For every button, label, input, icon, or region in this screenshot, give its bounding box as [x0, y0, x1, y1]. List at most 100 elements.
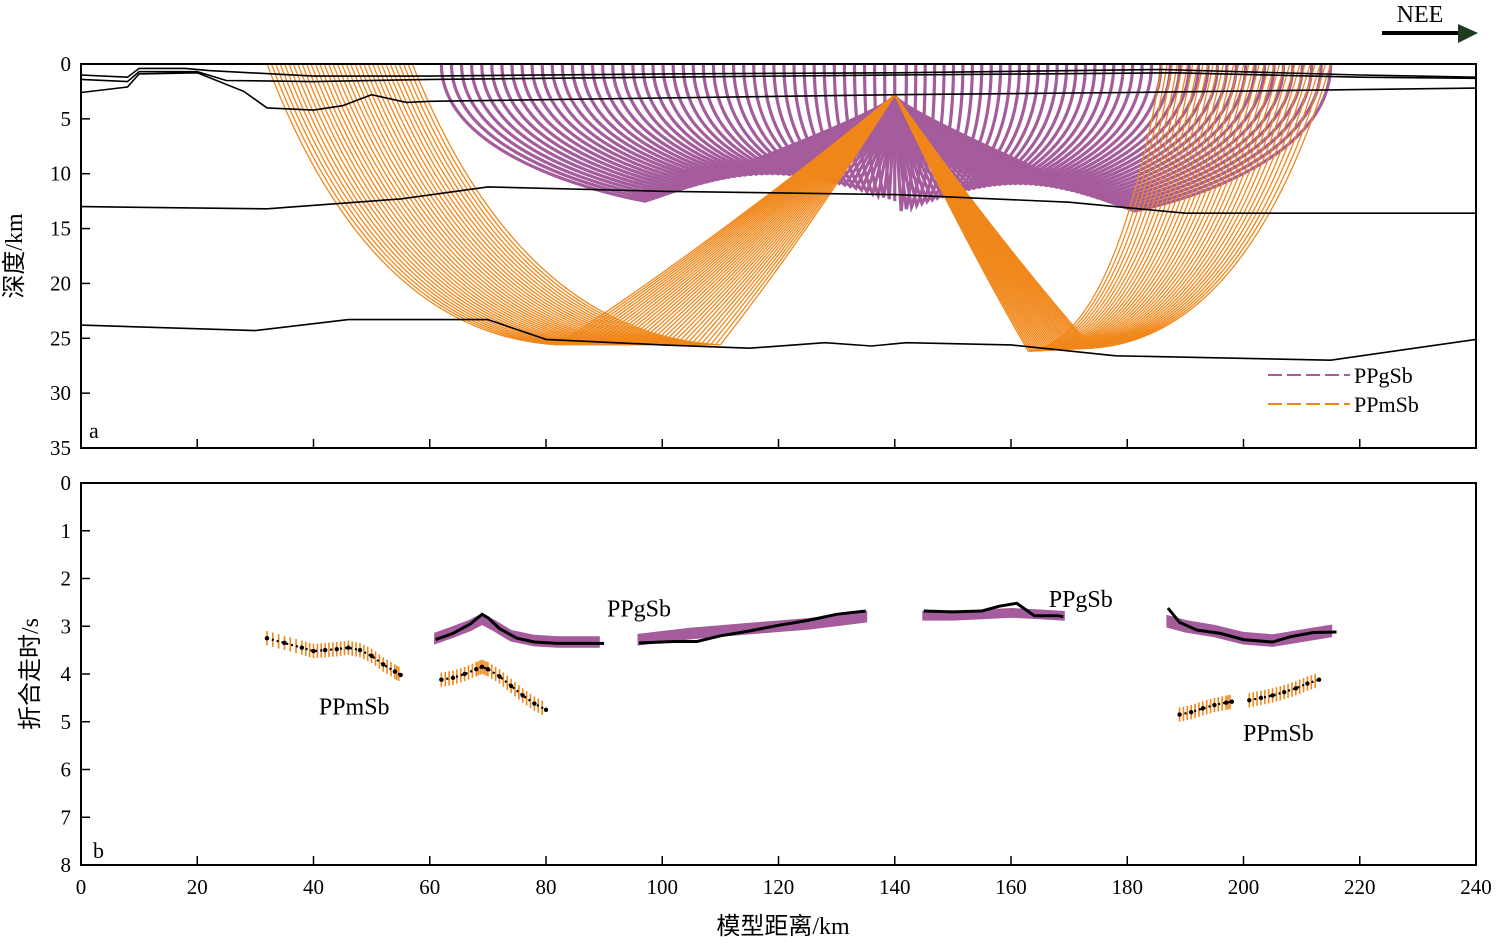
- y-tick-label: 8: [61, 853, 72, 877]
- calculated-point: [392, 669, 398, 674]
- y-tick-label: 4: [61, 662, 72, 686]
- y-tick-label: 35: [50, 436, 71, 460]
- ppmsb-ray-up: [1034, 64, 1179, 352]
- legend: PPgSb PPmSb: [1268, 363, 1419, 417]
- calculated-travel-time-dotted: [1179, 700, 1233, 716]
- ppmsb-ray-up: [1090, 64, 1327, 349]
- calculated-point: [334, 646, 339, 652]
- ppmsb-ray-up: [341, 64, 642, 346]
- ppmsb-ray-up: [1069, 64, 1271, 351]
- ppmsb-ray-up: [1088, 64, 1322, 350]
- y-tick-label: 30: [50, 381, 71, 405]
- y-tick-label: 0: [61, 52, 72, 76]
- calculated-point: [1270, 693, 1275, 698]
- calculated-point: [1281, 689, 1287, 695]
- ppmsb-ray-up: [1086, 64, 1316, 350]
- calculated-point: [369, 653, 374, 659]
- model-interfaces: [81, 67, 1476, 362]
- phase-annotation: PPmSb: [319, 695, 390, 721]
- x-tick-label: 100: [647, 875, 679, 899]
- ppmsb-ray-up: [332, 64, 632, 346]
- y-tick-label: 1: [61, 519, 72, 543]
- panel-a-x-ticks: [80, 439, 1477, 448]
- y-tick-label: 0: [61, 471, 72, 495]
- ppmsb-ray-up: [301, 64, 598, 346]
- y-tick-label: 20: [50, 271, 71, 295]
- calculated-point: [543, 707, 549, 713]
- panel-a-frame: [80, 63, 1477, 449]
- panel-a-label: a: [89, 418, 99, 443]
- phase-annotation: PPmSb: [1243, 721, 1314, 747]
- ppgsb-ray: [893, 64, 1333, 213]
- direction-indicator: NEE: [1382, 2, 1478, 43]
- ppmsb-ray-up: [411, 64, 721, 346]
- ppmsb-ray-up: [380, 64, 686, 346]
- ppmsb-ray-up: [358, 64, 662, 346]
- interface-moho: [81, 318, 1476, 362]
- calculated-point: [508, 683, 514, 689]
- x-tick-label: 60: [419, 875, 440, 899]
- y-tick-label: 6: [61, 758, 72, 782]
- calculated-travel-time-dotted: [266, 637, 402, 676]
- calculated-point: [311, 648, 316, 654]
- calculated-point: [1258, 695, 1264, 701]
- ppmsb-ray-up: [328, 64, 627, 346]
- calculated-point: [450, 675, 456, 681]
- x-tick-label: 0: [76, 875, 87, 899]
- interface-basin-base: [81, 71, 1476, 111]
- calculated-travel-time: [638, 609, 866, 645]
- calculated-point: [439, 677, 444, 682]
- calculated-point: [532, 701, 537, 706]
- x-tick-label: 20: [187, 875, 208, 899]
- x-tick-label: 160: [995, 875, 1027, 899]
- ppmsb-ray-up: [385, 64, 691, 346]
- x-tick-label: 120: [763, 875, 795, 899]
- calculated-point: [1247, 698, 1252, 703]
- panel-a-y-ticks: 0 5 10 15 20 25 30 35: [50, 52, 90, 460]
- x-tick-label: 40: [303, 875, 324, 899]
- calculated-point: [322, 647, 328, 653]
- x-tick-label: 80: [536, 875, 557, 899]
- ppmsb-ray-up: [266, 64, 558, 346]
- calculated-point: [398, 672, 403, 678]
- calculated-point: [1305, 681, 1310, 686]
- ppmsb-ray-up: [314, 64, 612, 346]
- calculated-point: [520, 693, 525, 698]
- ppmsb-ray-up: [1063, 64, 1255, 351]
- ppmsb-ray-up: [398, 64, 706, 346]
- calculated-point: [357, 647, 363, 653]
- ppmsb-ray-up: [1072, 64, 1281, 350]
- ppmsb-ray-up: [288, 64, 583, 346]
- calculated-point: [462, 671, 467, 677]
- ppmsb-ray-up: [1051, 64, 1225, 351]
- x-tick-label: 140: [879, 875, 911, 899]
- ppmsb-ray-up: [367, 64, 672, 346]
- ppmsb-ray-up: [1074, 64, 1286, 350]
- phase-annotations: PPmSb PPgSb PPgSb PPmSb: [319, 587, 1314, 747]
- calculated-point: [479, 664, 485, 670]
- phase-annotation: PPgSb: [607, 597, 671, 623]
- legend-ppmsb-label: PPmSb: [1354, 392, 1419, 417]
- ppmsb-ray-up: [1076, 64, 1291, 350]
- panel-a-y-axis-title: 深度/km: [1, 213, 28, 299]
- ppmsb-ray-up: [389, 64, 696, 346]
- panel-a-ray-diagram: 0 5 10 15 20 25 30 35 深度/km a PPgSb PPmSb: [1, 52, 1477, 460]
- calculated-point: [299, 645, 305, 650]
- calculated-point: [264, 635, 270, 641]
- phase-annotation: PPgSb: [1049, 587, 1113, 613]
- ppmsb-ray-up: [376, 64, 681, 346]
- ppmsb-ray-up: [323, 64, 622, 346]
- travel-time-data: [264, 601, 1337, 722]
- interface-surface: [81, 67, 1476, 79]
- ppmsb-ray-up: [394, 64, 701, 346]
- ppmsb-ray-up: [310, 64, 607, 346]
- ppmsb-ray-up: [270, 64, 563, 346]
- y-tick-label: 25: [50, 326, 71, 350]
- ppmsb-ray-up: [1080, 64, 1301, 350]
- ppmsb-ray-up: [1059, 64, 1245, 351]
- panel-b-y-ticks: 0 1 2 3 4 5 6 7 8: [61, 471, 90, 877]
- ppmsb-ray-up: [1067, 64, 1265, 351]
- panel-b-x-ticks: 0 20 40 60 80 100 120 140 160 180 200 220 240: [76, 856, 1492, 899]
- ppmsb-ray-up: [1061, 64, 1250, 351]
